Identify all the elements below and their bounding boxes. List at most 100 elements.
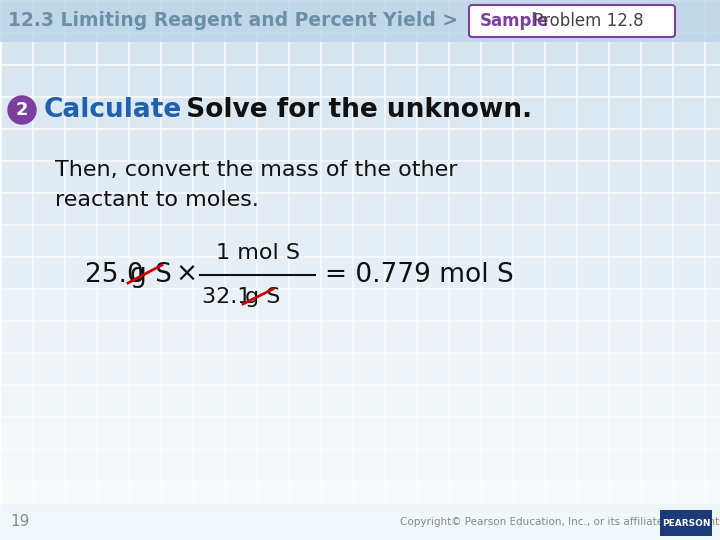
Text: Solve for the unknown.: Solve for the unknown.	[168, 97, 532, 123]
FancyBboxPatch shape	[320, 1, 351, 31]
FancyBboxPatch shape	[449, 160, 480, 192]
FancyBboxPatch shape	[544, 64, 575, 96]
FancyBboxPatch shape	[608, 64, 639, 96]
FancyBboxPatch shape	[32, 416, 63, 448]
FancyBboxPatch shape	[289, 353, 320, 383]
FancyBboxPatch shape	[577, 1, 608, 31]
FancyBboxPatch shape	[96, 256, 127, 287]
FancyBboxPatch shape	[353, 97, 384, 127]
FancyBboxPatch shape	[192, 321, 223, 352]
FancyBboxPatch shape	[480, 225, 511, 255]
FancyBboxPatch shape	[704, 64, 720, 96]
FancyBboxPatch shape	[256, 64, 287, 96]
FancyBboxPatch shape	[672, 97, 703, 127]
FancyBboxPatch shape	[320, 97, 351, 127]
FancyBboxPatch shape	[449, 32, 480, 64]
Text: ×: ×	[175, 262, 197, 288]
FancyBboxPatch shape	[641, 225, 672, 255]
FancyBboxPatch shape	[1, 353, 32, 383]
FancyBboxPatch shape	[289, 1, 320, 31]
FancyBboxPatch shape	[416, 1, 448, 31]
FancyBboxPatch shape	[384, 288, 415, 320]
FancyBboxPatch shape	[416, 129, 448, 159]
FancyBboxPatch shape	[449, 353, 480, 383]
FancyBboxPatch shape	[32, 256, 63, 287]
Text: 2: 2	[16, 101, 28, 119]
FancyBboxPatch shape	[128, 160, 160, 192]
FancyBboxPatch shape	[1, 32, 32, 64]
FancyBboxPatch shape	[577, 64, 608, 96]
Circle shape	[8, 96, 36, 124]
FancyBboxPatch shape	[416, 256, 448, 287]
FancyBboxPatch shape	[384, 449, 415, 480]
FancyBboxPatch shape	[641, 129, 672, 159]
FancyBboxPatch shape	[65, 449, 96, 480]
FancyBboxPatch shape	[672, 32, 703, 64]
FancyBboxPatch shape	[704, 225, 720, 255]
FancyBboxPatch shape	[128, 97, 160, 127]
FancyBboxPatch shape	[96, 192, 127, 224]
FancyBboxPatch shape	[192, 416, 223, 448]
Text: = 0.779 mol S: = 0.779 mol S	[325, 262, 514, 288]
FancyBboxPatch shape	[289, 384, 320, 415]
FancyBboxPatch shape	[577, 384, 608, 415]
FancyBboxPatch shape	[289, 192, 320, 224]
FancyBboxPatch shape	[256, 1, 287, 31]
FancyBboxPatch shape	[96, 1, 127, 31]
FancyBboxPatch shape	[480, 64, 511, 96]
FancyBboxPatch shape	[641, 64, 672, 96]
FancyBboxPatch shape	[513, 353, 544, 383]
FancyBboxPatch shape	[480, 384, 511, 415]
FancyBboxPatch shape	[513, 384, 544, 415]
FancyBboxPatch shape	[577, 192, 608, 224]
FancyBboxPatch shape	[513, 1, 544, 31]
FancyBboxPatch shape	[65, 256, 96, 287]
FancyBboxPatch shape	[320, 32, 351, 64]
FancyBboxPatch shape	[672, 1, 703, 31]
FancyBboxPatch shape	[480, 1, 511, 31]
FancyBboxPatch shape	[65, 353, 96, 383]
FancyBboxPatch shape	[577, 225, 608, 255]
FancyBboxPatch shape	[256, 321, 287, 352]
FancyBboxPatch shape	[544, 32, 575, 64]
FancyBboxPatch shape	[192, 64, 223, 96]
FancyBboxPatch shape	[608, 481, 639, 511]
FancyBboxPatch shape	[384, 64, 415, 96]
FancyBboxPatch shape	[161, 256, 192, 287]
FancyBboxPatch shape	[256, 192, 287, 224]
FancyBboxPatch shape	[1, 160, 32, 192]
FancyBboxPatch shape	[384, 256, 415, 287]
FancyBboxPatch shape	[225, 288, 256, 320]
FancyBboxPatch shape	[1, 97, 32, 127]
FancyBboxPatch shape	[704, 288, 720, 320]
Text: Calculate: Calculate	[44, 97, 182, 123]
FancyBboxPatch shape	[289, 64, 320, 96]
FancyBboxPatch shape	[449, 64, 480, 96]
FancyBboxPatch shape	[128, 256, 160, 287]
FancyBboxPatch shape	[704, 321, 720, 352]
FancyBboxPatch shape	[513, 160, 544, 192]
FancyBboxPatch shape	[161, 160, 192, 192]
FancyBboxPatch shape	[513, 97, 544, 127]
FancyBboxPatch shape	[469, 5, 675, 37]
FancyBboxPatch shape	[577, 321, 608, 352]
FancyBboxPatch shape	[192, 129, 223, 159]
FancyBboxPatch shape	[641, 321, 672, 352]
FancyBboxPatch shape	[161, 288, 192, 320]
FancyBboxPatch shape	[128, 384, 160, 415]
FancyBboxPatch shape	[65, 32, 96, 64]
FancyBboxPatch shape	[577, 256, 608, 287]
FancyBboxPatch shape	[384, 32, 415, 64]
FancyBboxPatch shape	[32, 160, 63, 192]
FancyBboxPatch shape	[96, 64, 127, 96]
FancyBboxPatch shape	[225, 481, 256, 511]
FancyBboxPatch shape	[704, 353, 720, 383]
FancyBboxPatch shape	[480, 97, 511, 127]
FancyBboxPatch shape	[513, 416, 544, 448]
FancyBboxPatch shape	[384, 225, 415, 255]
FancyBboxPatch shape	[608, 192, 639, 224]
FancyBboxPatch shape	[289, 32, 320, 64]
FancyBboxPatch shape	[256, 256, 287, 287]
FancyBboxPatch shape	[449, 129, 480, 159]
FancyBboxPatch shape	[416, 64, 448, 96]
